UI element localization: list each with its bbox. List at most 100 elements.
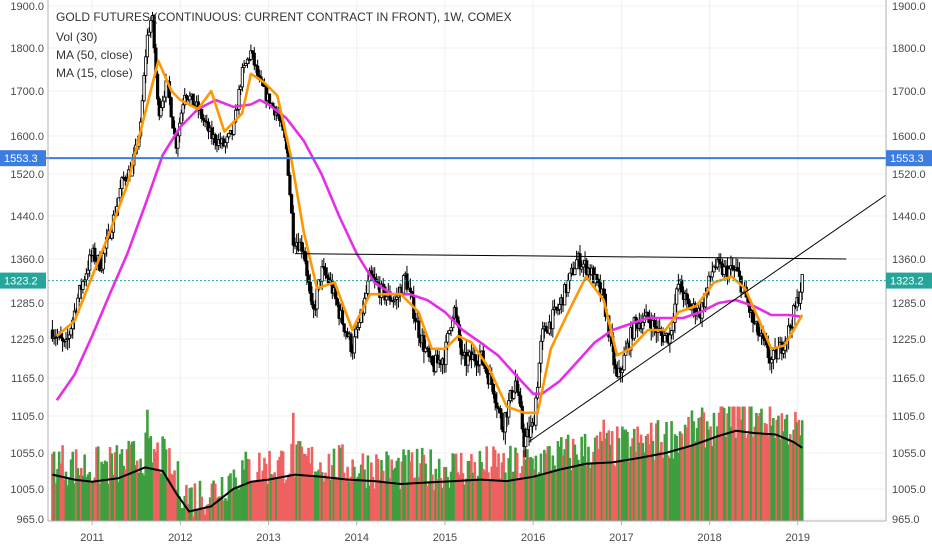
candle-body [544, 325, 548, 332]
volume-bar [571, 438, 575, 521]
volume-bar [582, 456, 585, 521]
volume-bar [193, 483, 197, 521]
candle-body [315, 288, 319, 310]
volume-bar [512, 471, 516, 521]
candle-body [169, 97, 173, 118]
volume-bar [539, 453, 543, 521]
volume-bar [727, 406, 731, 521]
x-ticks: 2011 2012 2013 2014 2015 2016 2017 2018 2019 [80, 521, 810, 544]
volume-bar [710, 445, 714, 521]
volume-bar [337, 445, 341, 521]
volume-bar [169, 473, 173, 521]
volume-bar [592, 451, 595, 521]
volume-bar [468, 461, 472, 521]
candle-body [152, 15, 156, 49]
volume-bar [351, 459, 354, 521]
volume-bar [219, 496, 222, 521]
y-ticks-left: 1900.0 1800.0 1700.0 1600.0 1520.0 1440.0 1360… [10, 1, 44, 526]
candle-body [142, 75, 146, 102]
level-badge [0, 150, 46, 167]
candle-body [349, 333, 353, 353]
volume-bar [753, 426, 757, 521]
volume-bar [320, 472, 324, 521]
candle-body [668, 334, 672, 344]
candle-body [225, 136, 229, 144]
y-tick-label-right: 965.0 [892, 514, 920, 526]
volume-bar [57, 451, 61, 521]
candle-body [541, 328, 545, 342]
volume-bar [653, 460, 656, 521]
candle-body [308, 281, 312, 294]
candle-body [289, 194, 294, 214]
trendline-resistance [294, 253, 847, 260]
volume-bar [529, 456, 533, 521]
level-badge-label: 1323.2 [890, 276, 924, 288]
volume-bar [765, 424, 768, 521]
volume-bar [69, 459, 73, 521]
volume-bar [234, 477, 237, 521]
candle-body [401, 275, 406, 294]
candle-body [520, 405, 524, 430]
candle-body [430, 356, 434, 366]
volume-bar [602, 419, 606, 521]
volume-bar [568, 457, 572, 521]
level-badge-label: 1323.2 [4, 276, 38, 288]
volume-bar [790, 441, 794, 521]
volume-bar [526, 449, 529, 521]
candle-body [537, 362, 541, 388]
volume-bar [278, 456, 282, 521]
volume-bar [570, 470, 573, 521]
volume-bar [439, 477, 443, 521]
volume-bar [638, 442, 641, 521]
volume-bar [222, 500, 226, 521]
volume-bar [322, 481, 326, 521]
candle-body [305, 260, 309, 277]
volume-bar [687, 416, 690, 521]
candle-body [568, 272, 572, 281]
volume-bar [293, 476, 297, 521]
volume-bar [256, 471, 259, 521]
volume-bar [483, 470, 487, 521]
volume-bar [414, 477, 417, 521]
volume-bar [741, 406, 745, 521]
volume-bar [403, 455, 407, 521]
volume-bar [515, 452, 519, 521]
candle-body [237, 88, 241, 110]
candle-body [771, 349, 775, 360]
volume-bar [334, 476, 338, 521]
trendline-support [528, 194, 887, 443]
candle-body [342, 323, 346, 333]
volume-bar [308, 463, 312, 521]
volume-bar [386, 455, 390, 521]
volume-bar [787, 444, 790, 521]
volume-bar [415, 448, 419, 521]
y-tick-label-left: 1800.0 [10, 43, 44, 55]
candle-body [159, 107, 163, 117]
volume-bar [434, 468, 438, 521]
candle-body [384, 296, 389, 301]
volume-bar [760, 408, 763, 521]
volume-bar [507, 458, 511, 521]
candle-body [519, 395, 523, 407]
volume-bar [560, 437, 563, 521]
volume-bar [563, 449, 567, 521]
volume-bar [497, 453, 500, 521]
volume-bar [716, 426, 719, 521]
volume-bar [702, 412, 706, 521]
volume-bar [127, 440, 131, 521]
candle-body [770, 359, 774, 364]
volume-bar [324, 472, 327, 521]
volume-bar [142, 475, 146, 521]
candle-body [710, 271, 714, 278]
volume-bar [137, 472, 141, 521]
volume-bar [756, 415, 760, 521]
y-tick-label-right: 1105.0 [892, 411, 925, 423]
volume-bar [239, 487, 243, 521]
candle-body [539, 340, 543, 364]
volume-bar [517, 479, 521, 521]
volume-bar [431, 474, 434, 521]
level-badge [0, 272, 46, 289]
candle-body [118, 188, 122, 199]
candle-body [495, 402, 499, 409]
